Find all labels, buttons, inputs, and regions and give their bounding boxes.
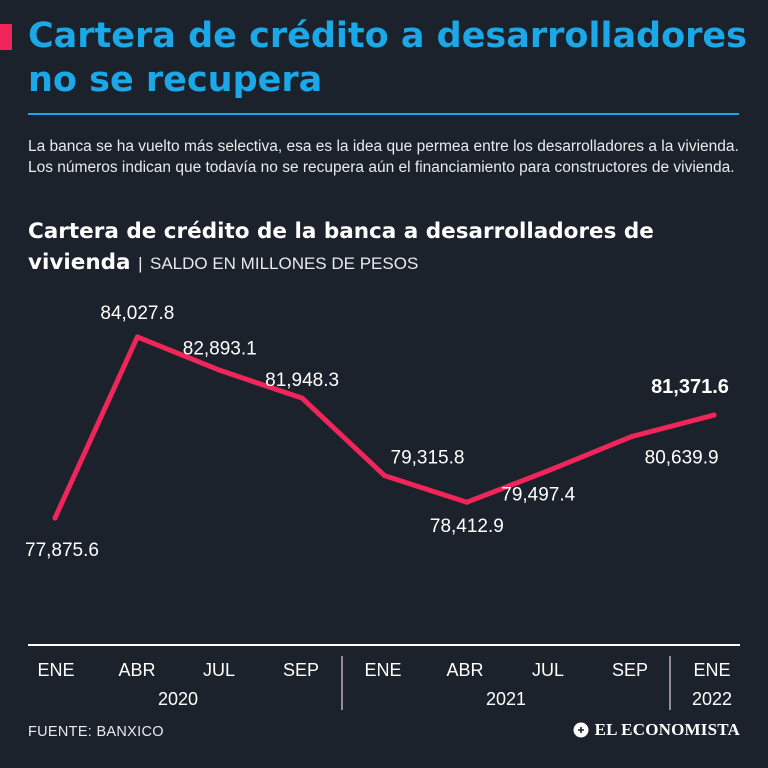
data-point: [299, 395, 305, 401]
chart-title-separator: |: [138, 254, 143, 273]
chart-title-text: Cartera de crédito de la banca a desarro…: [28, 219, 654, 275]
data-point: [217, 367, 223, 373]
x-tick-label: ENE: [364, 660, 401, 680]
x-tick-label: SEP: [612, 660, 648, 680]
data-point: [382, 473, 387, 479]
data-point: [52, 515, 58, 521]
data-point: [464, 499, 470, 505]
data-label: 78,412.9: [430, 516, 504, 537]
data-point: [711, 412, 717, 418]
x-tick-label: JUL: [532, 660, 564, 680]
x-tick-label: ENE: [37, 660, 74, 680]
x-tick-label: SEP: [283, 660, 319, 680]
x-tick-label: JUL: [203, 660, 235, 680]
year-label: 2022: [692, 689, 732, 709]
year-label: 2020: [158, 689, 198, 709]
headline-rule: [28, 113, 739, 115]
year-label: 2021: [486, 689, 526, 709]
accent-bar: [0, 24, 12, 50]
data-label: 81,948.3: [265, 370, 339, 391]
source-note: FUENTE: BANXICO: [28, 724, 164, 740]
chart-title: Cartera de crédito de la banca a desarro…: [28, 216, 744, 279]
data-label: 81,371.6: [651, 376, 729, 398]
data-label: 80,639.9: [645, 448, 719, 469]
data-label: 79,315.8: [391, 448, 465, 469]
brand-name: EL ECONOMISTA: [594, 720, 740, 739]
chart-subtitle: SALDO EN MILLONES DE PESOS: [149, 254, 419, 273]
brand-icon: [573, 722, 589, 738]
headline: Cartera de crédito a desarrolladores no …: [28, 16, 747, 100]
x-tick-label: ENE: [693, 660, 730, 680]
data-label: 84,027.8: [100, 303, 174, 324]
series-line: [52, 334, 717, 521]
data-label: 77,875.6: [25, 540, 99, 561]
x-tick-label: ABR: [446, 660, 483, 680]
data-point: [546, 467, 552, 473]
intro-text: La banca se ha vuelto más selectiva, esa…: [28, 138, 739, 176]
data-point: [134, 334, 140, 340]
data-point: [629, 434, 635, 440]
data-label: 82,893.1: [183, 338, 257, 359]
x-tick-label: ABR: [118, 660, 155, 680]
data-label: 79,497.4: [501, 484, 575, 505]
brand-logo: EL ECONOMISTA: [573, 720, 740, 740]
